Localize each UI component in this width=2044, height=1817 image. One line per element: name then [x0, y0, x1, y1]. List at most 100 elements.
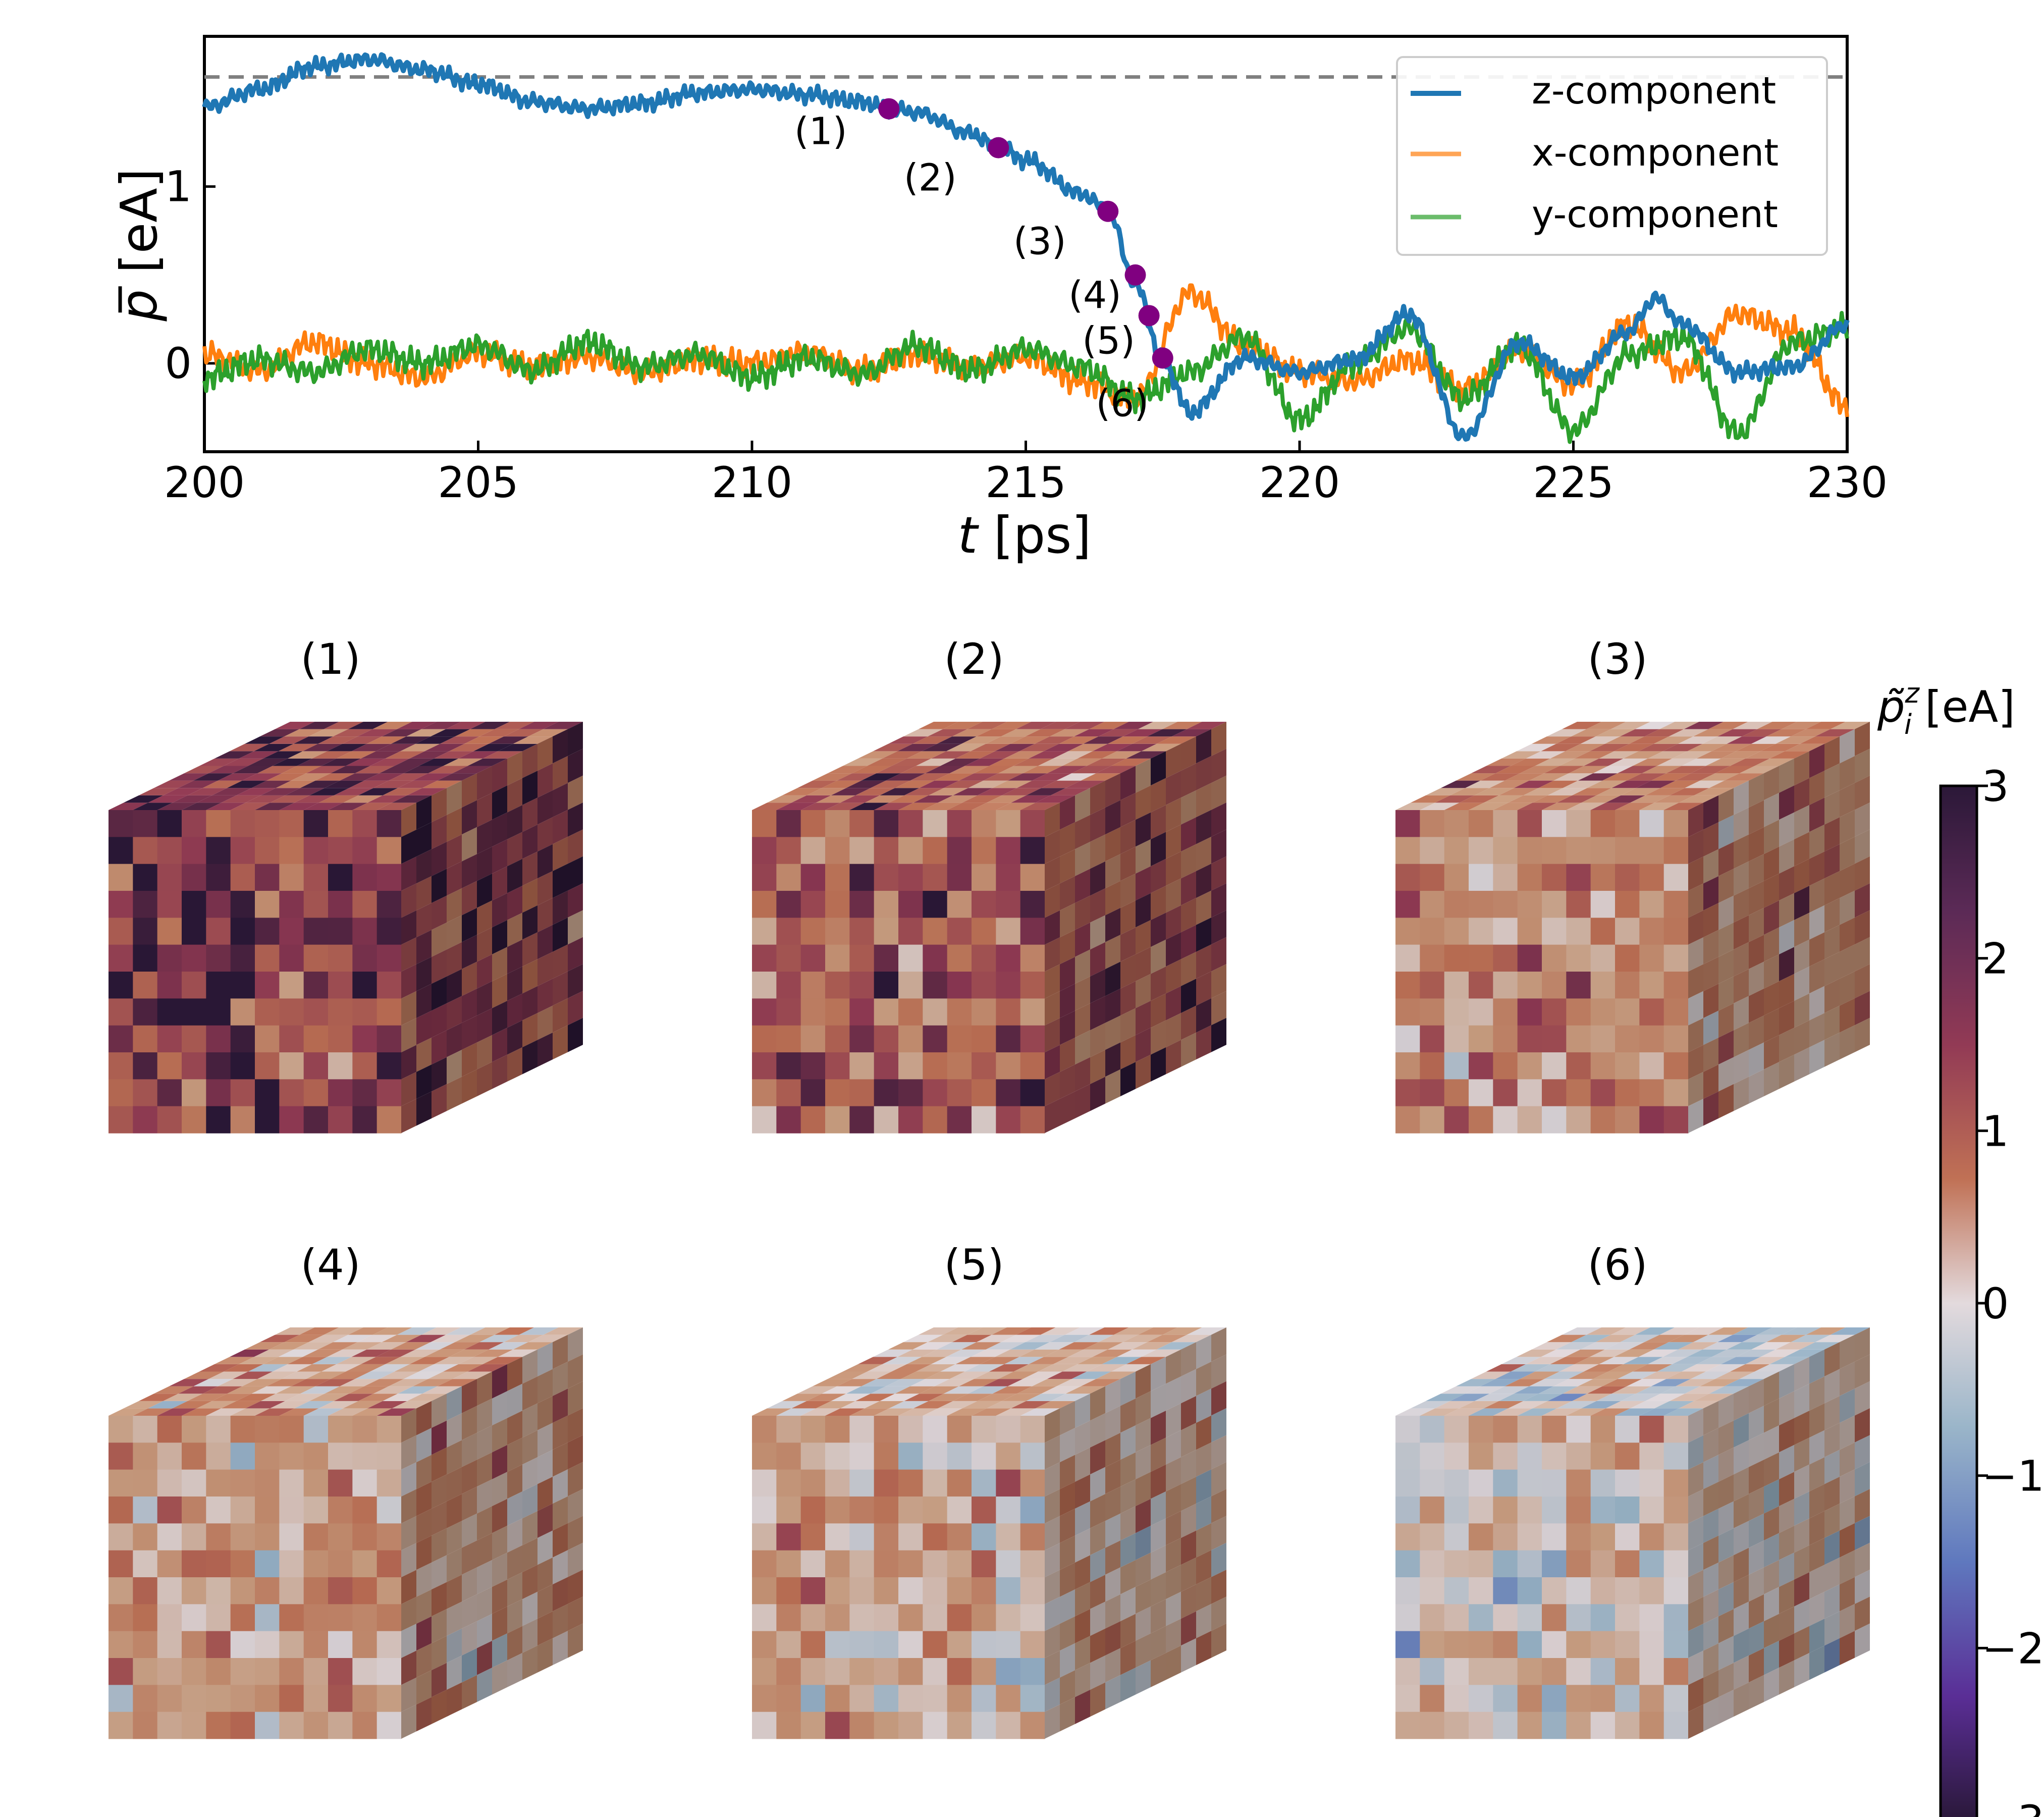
cube-top-cell	[1575, 1357, 1615, 1364]
cube-front-cell	[1020, 864, 1045, 891]
cube-front-cell	[874, 1025, 899, 1053]
cube-front-cell	[776, 1052, 801, 1080]
cube-front-cell	[800, 837, 826, 865]
cube-top-cell	[1074, 729, 1114, 737]
cube-front-cell	[352, 1685, 378, 1713]
cube-right-cell	[1794, 805, 1809, 839]
cube-right-cell	[1840, 1469, 1855, 1504]
marker-label: (3)	[1013, 220, 1066, 263]
cube-top-cell	[1711, 1349, 1751, 1357]
cube-top-cell	[1542, 803, 1582, 810]
cube-top-cell	[1529, 773, 1569, 781]
cube-right-cell	[1840, 1550, 1855, 1585]
cube-top-cell	[980, 1357, 1019, 1364]
cube-top-cell	[1053, 1357, 1093, 1364]
cube-right-cell	[1809, 824, 1824, 859]
cube-front-cell	[157, 1631, 182, 1659]
cube-right-cell	[1734, 1655, 1749, 1690]
cube-top-cell	[1708, 722, 1748, 729]
cube-front-cell	[279, 1712, 304, 1739]
cube-right-cell	[1120, 927, 1136, 962]
cube-top-cell	[419, 758, 459, 766]
cube-front-cell	[109, 1106, 133, 1134]
cube-top-cell	[1830, 1327, 1870, 1335]
cube-front-cell	[1590, 1052, 1616, 1080]
cube-top-cell	[187, 788, 227, 795]
cube-top-cell	[1696, 751, 1736, 759]
cube-top-cell	[940, 758, 980, 766]
cube-right-cell	[462, 881, 477, 916]
cube-front-cell	[1493, 1685, 1518, 1713]
cube-right-cell	[401, 1677, 416, 1712]
cube-top-cell	[133, 803, 173, 810]
cube-right-cell	[1120, 954, 1136, 989]
cube-right-cell	[568, 1489, 583, 1523]
cube-top-cell	[309, 1394, 349, 1401]
cube-top-cell	[1595, 729, 1635, 737]
cube-top-cell	[233, 1371, 273, 1379]
cube-front-cell	[303, 810, 329, 837]
cube-front-cell	[1517, 864, 1542, 891]
cube-front-cell	[1615, 837, 1640, 865]
cube-top-cell	[1623, 1357, 1663, 1364]
cube-front-cell	[898, 1577, 923, 1605]
cube-right-cell	[1809, 851, 1824, 886]
cube-front-cell	[1590, 1577, 1616, 1605]
cube-top-cell	[910, 1379, 950, 1386]
cube-right-cell	[1809, 771, 1824, 805]
cube-front-cell	[752, 864, 777, 891]
cube-top-cell	[389, 773, 428, 781]
cube-front-cell	[1590, 1025, 1616, 1053]
cube-top-cell	[1117, 1349, 1157, 1357]
cube-front-cell	[157, 864, 182, 891]
cube-right-cell	[1794, 886, 1809, 920]
cube-top-cell	[306, 1371, 346, 1379]
colorbar-label: p̃z i [eA]	[1877, 677, 2015, 740]
cube-front-cell	[1615, 810, 1640, 837]
cube-front-cell	[1566, 810, 1591, 837]
cube-front-cell	[182, 1604, 206, 1632]
cube-right-cell	[1060, 930, 1075, 965]
cube-front-cell	[1469, 1604, 1493, 1632]
cube-right-cell	[447, 1467, 462, 1502]
cube-front-cell	[303, 1469, 329, 1497]
cube-top-cell	[1062, 758, 1102, 766]
cube-top-cell	[303, 803, 343, 810]
cube-front-cell	[182, 1685, 206, 1713]
cube-right-cell	[1211, 1408, 1226, 1442]
cube-front-cell	[1590, 1604, 1616, 1632]
cube-right-cell	[1120, 1640, 1136, 1675]
cube-top-cell	[1023, 766, 1062, 774]
cube-right-cell	[432, 1663, 447, 1697]
cube-front-cell	[328, 837, 353, 865]
cube-front-cell	[1420, 1604, 1445, 1632]
cube-right-cell	[432, 841, 447, 876]
cube-front-cell	[1395, 1442, 1420, 1470]
cube-front-cell	[1517, 1658, 1542, 1685]
cube-front-cell	[1020, 1631, 1045, 1659]
cube-right-cell	[1718, 976, 1734, 1011]
cube-front-cell	[1517, 1025, 1542, 1053]
colorbar-tick-label: −2	[1982, 1624, 2044, 1673]
cube-front-cell	[230, 810, 255, 837]
cube-top-cell	[1010, 736, 1050, 744]
cube-top-cell	[458, 1357, 498, 1364]
cube-right-cell	[1075, 1003, 1090, 1038]
cube-top-cell	[1459, 1401, 1499, 1409]
cube-right-cell	[416, 1670, 432, 1705]
cube-top-cell	[1610, 722, 1650, 729]
cube-right-cell	[1734, 915, 1749, 950]
cube-front-cell	[923, 918, 948, 945]
cube-right-cell	[401, 1435, 416, 1470]
cube-right-cell	[1151, 832, 1166, 867]
cube-top-cell	[300, 1386, 340, 1394]
cube-top-cell	[1708, 1327, 1748, 1335]
cube-front-cell	[1590, 810, 1616, 837]
cube-top-cell	[1102, 1357, 1142, 1364]
cube-front-cell	[206, 1577, 231, 1605]
cube-top-cell	[1760, 1349, 1800, 1357]
cube-top-cell	[1733, 722, 1772, 729]
cube-right-cell	[1840, 810, 1855, 844]
cube-right-cell	[1120, 981, 1136, 1016]
cube-top-cell	[291, 1379, 331, 1386]
